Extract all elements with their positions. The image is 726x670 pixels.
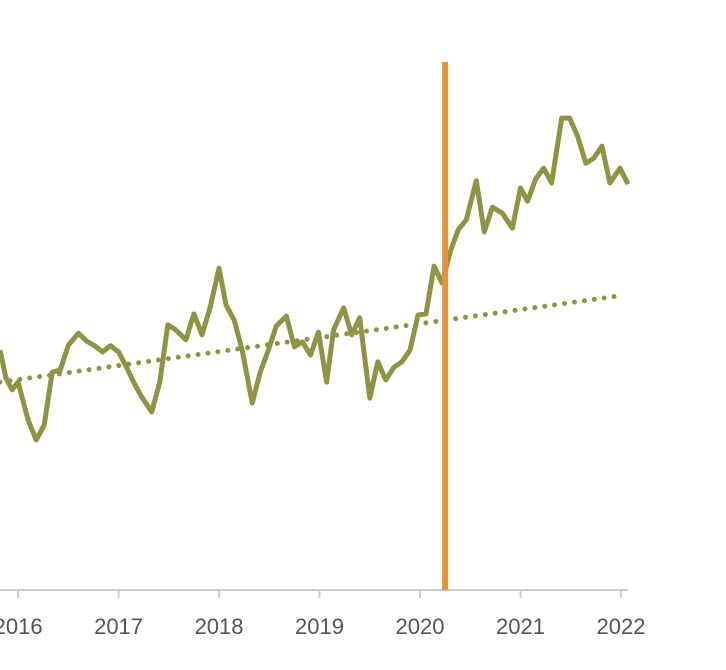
x-tick-label: 2018: [195, 614, 244, 639]
data-line: [0, 115, 631, 443]
x-tick-label: 2022: [596, 614, 645, 639]
x-tick-label: 2021: [496, 614, 545, 639]
x-tick-label: 2020: [396, 614, 445, 639]
x-tick-label: 2016: [0, 614, 43, 639]
trend-line: [0, 293, 623, 385]
x-tick-label: 2019: [295, 614, 344, 639]
x-tick-label: 2017: [94, 614, 143, 639]
